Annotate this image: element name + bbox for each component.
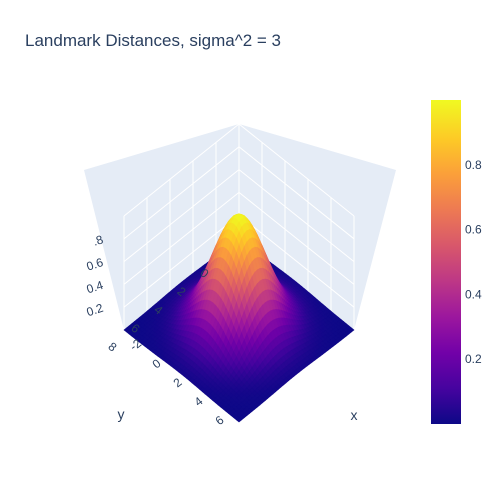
z-tick-label: .8	[91, 232, 105, 249]
x-axis-title: x	[351, 407, 358, 423]
colorbar-gradient	[431, 100, 461, 424]
colorbar-tick-label: 0.4	[465, 287, 482, 301]
z-axis-ticks: 0.2 0.4 0.6 .8	[85, 232, 106, 319]
colorbar-ticks: 0.2 0.4 0.6 0.8	[465, 158, 482, 366]
colorbar-tick-label: 0.2	[465, 352, 482, 366]
y-tick-label: 8	[106, 339, 120, 354]
colorbar-tick-label: 0.6	[465, 223, 482, 237]
surface-mesh	[123, 213, 355, 423]
surface-facet	[235, 417, 243, 423]
colorbar-tick-label: 0.8	[465, 158, 482, 172]
back-wall-right	[239, 124, 396, 330]
x-tick-label: 6	[213, 413, 227, 428]
y-axis-title: y	[118, 406, 125, 422]
z-tick-label: 0.4	[85, 278, 106, 297]
z-tick-label: 0.6	[85, 255, 106, 274]
x-tick-label: 2	[171, 375, 185, 390]
z-tick-label: 0.2	[85, 301, 106, 320]
back-wall-left	[84, 124, 239, 330]
x-tick-label: 4	[192, 394, 206, 409]
colorbar: 0.2 0.4 0.6 0.8	[431, 100, 482, 424]
wall-grid	[123, 123, 355, 330]
chart-title: Landmark Distances, sigma^2 = 3	[25, 31, 281, 50]
